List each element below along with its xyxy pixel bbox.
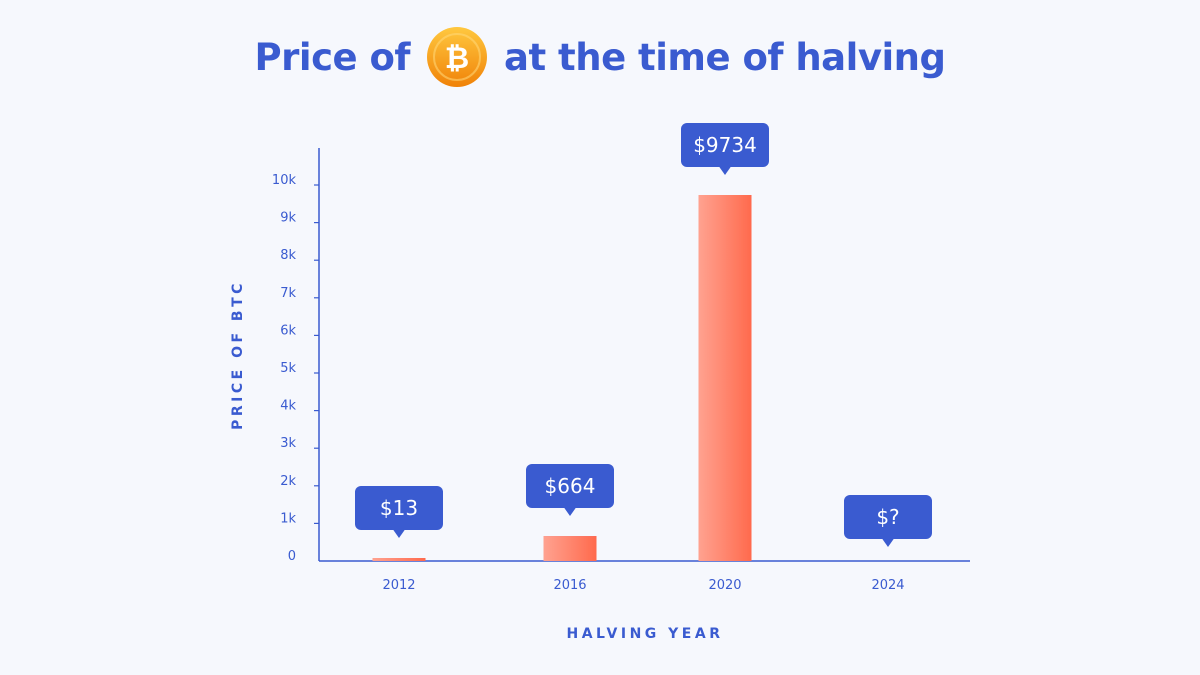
bar [543, 536, 597, 561]
callout-box [681, 123, 769, 168]
callout-pointer [393, 529, 405, 538]
data-label-callout: $? [844, 495, 932, 547]
y-tick-label: 4k [280, 399, 296, 414]
data-label: $? [876, 505, 899, 529]
data-label: $664 [545, 474, 596, 498]
y-tick-label: 10k [272, 173, 297, 188]
y-tick-label: 3k [280, 436, 296, 451]
x-tick-label: 2020 [708, 578, 741, 593]
callout-pointer [719, 166, 731, 176]
data-label-callout: $13 [355, 486, 443, 538]
data-label-callout: $664 [526, 464, 614, 517]
y-tick-label: 2k [280, 474, 296, 489]
title-text-before: Price of [254, 35, 411, 79]
x-tick-label: 2016 [553, 578, 586, 593]
y-tick-label: 5k [280, 361, 296, 376]
y-tick-label: 0 [288, 549, 296, 564]
callout-box [526, 464, 614, 509]
callout-box [844, 495, 932, 539]
data-label-callout: $9734 [681, 123, 769, 176]
y-tick-label: 9k [280, 211, 296, 226]
y-tick-label: 1k [280, 511, 296, 526]
bar [372, 558, 426, 561]
data-label: $9734 [693, 133, 757, 157]
x-tick-label: 2012 [382, 578, 415, 593]
chart-title: Price of ₿ at the time of halving [0, 22, 1200, 92]
bar [698, 195, 752, 562]
y-tick-label: 6k [280, 323, 296, 338]
data-label: $13 [380, 496, 418, 520]
title-text-after: at the time of halving [504, 35, 946, 79]
x-tick-label: 2024 [871, 578, 904, 593]
y-axis-label: PRICE OF BTC [230, 280, 246, 430]
y-tick-label: 8k [280, 248, 296, 263]
callout-pointer [564, 507, 576, 517]
coin-symbol: ₿ [445, 41, 469, 76]
x-axis-label: HALVING YEAR [566, 626, 724, 642]
bitcoin-icon: ₿ [426, 26, 488, 88]
y-tick-label: 7k [280, 286, 296, 301]
callout-pointer [882, 538, 894, 547]
callout-box [355, 486, 443, 530]
